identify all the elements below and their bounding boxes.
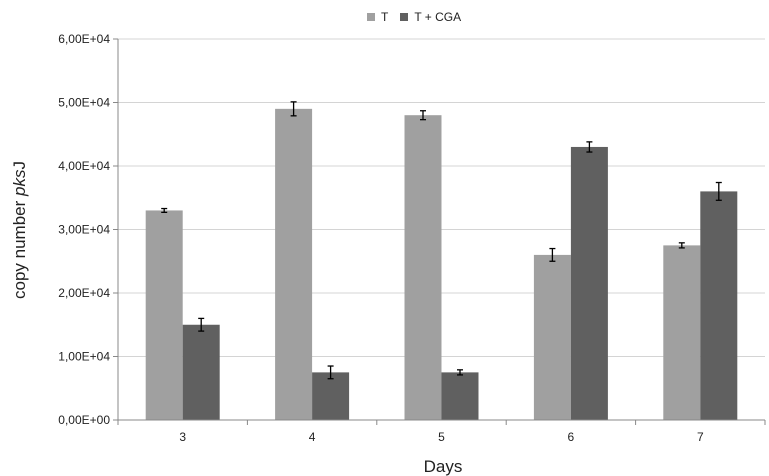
legend-label-t-cga: T + CGA bbox=[414, 10, 462, 24]
bar-t-cga bbox=[570, 146, 608, 420]
x-tick-labels: 3 4 5 6 7 bbox=[179, 430, 704, 444]
x-axis-label: Days bbox=[424, 457, 463, 476]
bar-t bbox=[404, 115, 442, 420]
bar-t bbox=[145, 210, 183, 420]
x-tick-label: 7 bbox=[697, 430, 704, 444]
x-tick-label: 3 bbox=[179, 430, 186, 444]
y-axis-label-suffix: J bbox=[10, 161, 29, 170]
error-bars bbox=[161, 101, 722, 380]
y-tick-labels: 0,00E+00 1,00E+04 2,00E+04 3,00E+04 4,00E+04… bbox=[58, 32, 110, 427]
x-tick-label: 5 bbox=[438, 430, 445, 444]
x-tick-label: 6 bbox=[568, 430, 575, 444]
bar-t-cga bbox=[441, 372, 479, 420]
y-tick-label: 3,00E+04 bbox=[58, 223, 110, 237]
bars bbox=[145, 108, 738, 420]
bar-t bbox=[275, 108, 313, 420]
bar-t-cga bbox=[182, 324, 220, 420]
y-axis-label-prefix: copy number bbox=[10, 196, 29, 299]
y-tick-label: 1,00E+04 bbox=[58, 350, 110, 364]
y-axis-label-italic: pks bbox=[10, 169, 29, 197]
legend-item-t: T bbox=[367, 10, 388, 24]
bar-t bbox=[663, 245, 701, 420]
y-tick-label: 6,00E+04 bbox=[58, 32, 110, 46]
legend-item-t-cga: T + CGA bbox=[400, 10, 461, 24]
x-tick-label: 4 bbox=[309, 430, 316, 444]
y-tick-label: 5,00E+04 bbox=[58, 96, 110, 110]
y-axis-label: copy number pksJ bbox=[10, 161, 29, 299]
y-tick-label: 0,00E+00 bbox=[58, 413, 110, 427]
legend-swatch-t-cga bbox=[400, 13, 409, 21]
legend-label-t: T bbox=[381, 10, 389, 24]
y-tick-label: 4,00E+04 bbox=[58, 159, 110, 173]
axes bbox=[113, 38, 766, 425]
legend: T T + CGA bbox=[367, 10, 473, 24]
bar-t bbox=[533, 254, 571, 420]
y-tick-label: 2,00E+04 bbox=[58, 286, 110, 300]
legend-swatch-t bbox=[367, 13, 375, 21]
bar-t-cga bbox=[700, 191, 738, 420]
bar-t-cga bbox=[312, 372, 350, 420]
